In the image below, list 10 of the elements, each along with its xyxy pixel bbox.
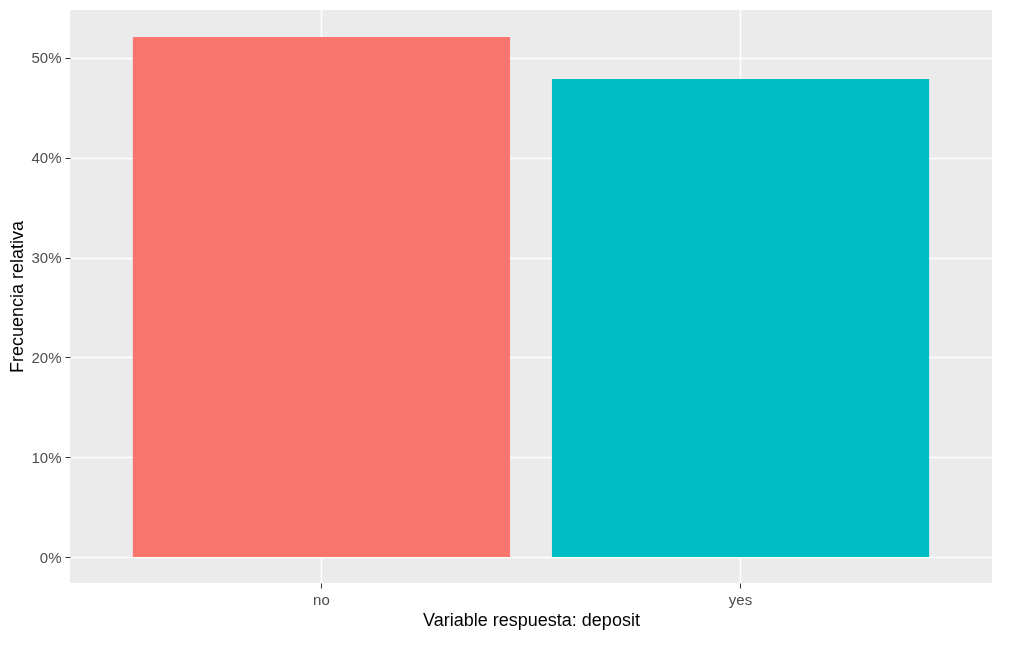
y-tick-label: 20% <box>31 348 62 366</box>
y-tick-label: 50% <box>31 49 62 67</box>
x-axis-title: Variable respuesta: deposit <box>423 609 640 630</box>
x-tick-label: yes <box>728 590 753 608</box>
y-axis-title: Frecuencia relativa <box>7 219 28 374</box>
x-tick-label: no <box>313 590 330 608</box>
y-tick-label: 30% <box>31 249 62 267</box>
y-tick-label: 40% <box>31 149 62 167</box>
y-tick-label: 10% <box>31 448 62 466</box>
y-tick-label: 0% <box>39 548 62 566</box>
